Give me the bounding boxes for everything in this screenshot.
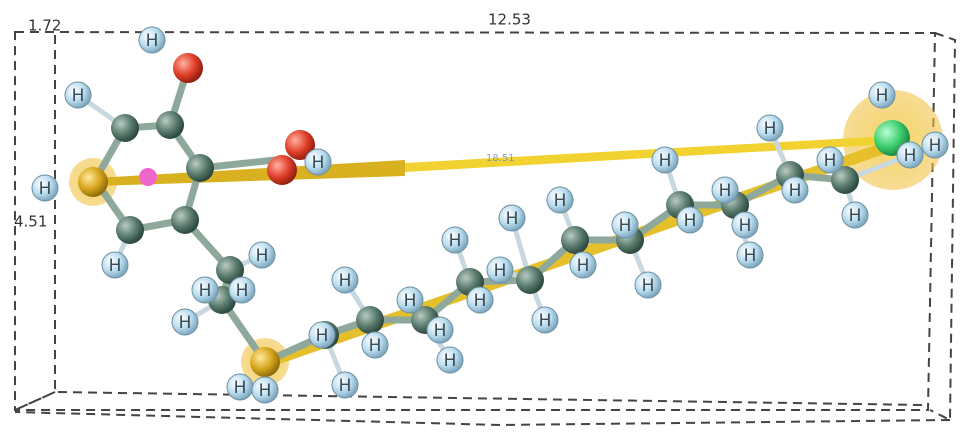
hydrogen-label: H	[369, 336, 382, 356]
hydrogen-label: H	[659, 151, 672, 171]
hydrogen-label: H	[339, 376, 352, 396]
hydrogen-label: H	[404, 291, 417, 311]
hydrogen-label: H	[719, 181, 732, 201]
hydrogen-label: H	[849, 206, 862, 226]
hydrogen-label: H	[744, 246, 757, 266]
hydrogen-label: H	[256, 246, 269, 266]
hydrogen-label: H	[494, 261, 507, 281]
carbon-atom	[356, 306, 384, 334]
hydrogen-label: H	[929, 136, 942, 156]
hydrogen-label: H	[764, 119, 777, 139]
carbon-atom	[156, 111, 184, 139]
corner-label: 1.72	[28, 17, 61, 35]
distance-label: 18.51	[486, 153, 515, 164]
hydrogen-label: H	[39, 179, 52, 199]
hydrogen-label: H	[474, 291, 487, 311]
hydrogen-label: H	[179, 313, 192, 333]
hydrogen-label: H	[739, 216, 752, 236]
hydrogen-label: H	[259, 381, 272, 401]
hydrogen-label: H	[506, 209, 519, 229]
height-label: 4.51	[14, 213, 47, 231]
hydrogen-label: H	[789, 181, 802, 201]
hydrogen-label: H	[554, 191, 567, 211]
hydrogen-label: H	[642, 276, 655, 296]
molecule-view: 1.72 12.53 4.51 HHHHHHHHHHHHHHHHHHHHHHHH…	[0, 0, 966, 432]
hydrogen-label: H	[684, 211, 697, 231]
hydrogen-label: H	[577, 256, 590, 276]
width-label: 12.53	[488, 11, 531, 29]
hydrogen-label: H	[316, 326, 329, 346]
hydrogen-label: H	[434, 321, 447, 341]
carbon-atom	[116, 216, 144, 244]
hydrogen-label: H	[824, 151, 837, 171]
carbon-atom	[561, 226, 589, 254]
hydrogen-label: H	[236, 281, 249, 301]
hydrogen-label: H	[449, 231, 462, 251]
sulfur-atom	[250, 347, 280, 377]
hydrogen-label: H	[876, 86, 889, 106]
hydrogen-label: H	[72, 86, 85, 106]
carbon-atom	[111, 114, 139, 142]
bonds	[78, 68, 910, 385]
hydrogen-label: H	[339, 271, 352, 291]
hydrogen-label: H	[904, 146, 917, 166]
hydrogen-label: H	[312, 153, 325, 173]
carbon-atom	[186, 154, 214, 182]
hydrogen-label: H	[199, 281, 212, 301]
hydrogen-label: H	[539, 311, 552, 331]
hydrogen-label: H	[146, 31, 159, 51]
hydrogen-label: H	[444, 351, 457, 371]
centroid	[139, 168, 157, 186]
hydrogen-label: H	[619, 216, 632, 236]
hydrogen-label: H	[234, 378, 247, 398]
oxygen-atom	[173, 53, 203, 83]
sulfur-atom	[78, 167, 108, 197]
hydrogen-label: H	[109, 256, 122, 276]
oxygen-atom	[267, 155, 297, 185]
carbon-atom	[171, 206, 199, 234]
carbon-atom	[516, 266, 544, 294]
